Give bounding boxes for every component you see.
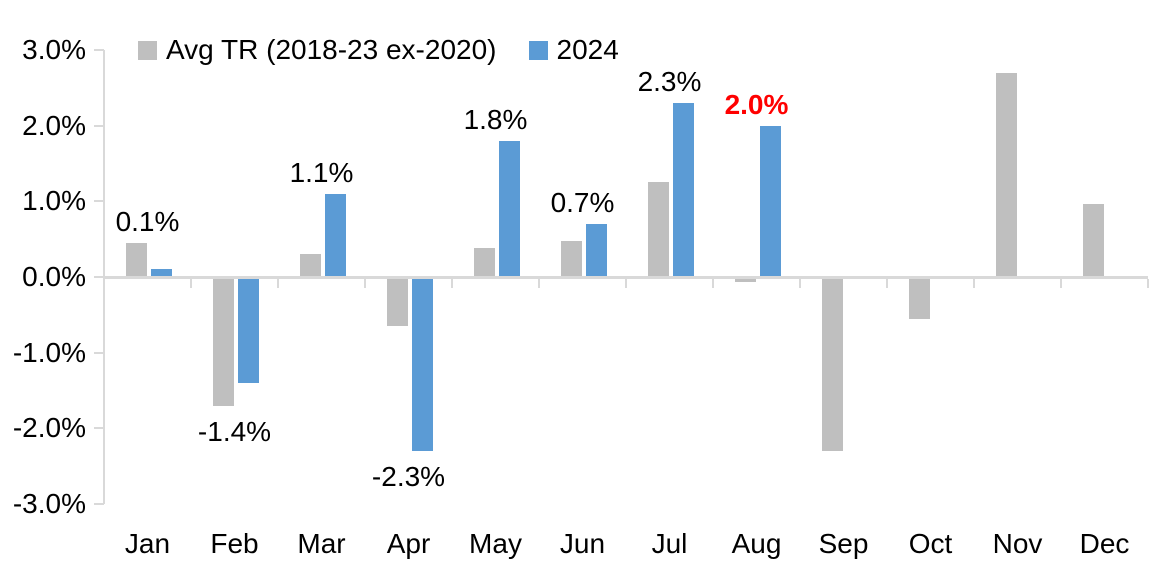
avg-tr-bar-sep bbox=[821, 277, 843, 452]
x-axis-tick bbox=[277, 279, 279, 288]
y-axis-tick-label: 2.0% bbox=[22, 109, 86, 141]
avg-tr-bar-jan bbox=[125, 242, 147, 277]
y-axis-tick bbox=[94, 48, 104, 51]
avg-tr-bar-mar bbox=[299, 254, 321, 277]
avg-tr-bar-nov bbox=[995, 72, 1017, 277]
bar-2024-aug bbox=[759, 125, 781, 277]
x-axis-label-apr: Apr bbox=[386, 528, 431, 559]
y-axis-tick bbox=[94, 427, 104, 430]
x-axis-tick bbox=[799, 279, 801, 288]
x-axis-tick bbox=[190, 279, 192, 288]
x-axis-label-jun: Jun bbox=[559, 528, 606, 559]
x-axis-label-feb: Feb bbox=[210, 528, 259, 559]
x-axis-label-nov: Nov bbox=[992, 528, 1043, 559]
y-axis-tick-label: 3.0% bbox=[22, 33, 86, 65]
x-axis-tick bbox=[712, 279, 714, 288]
data-label-mar: 1.1% bbox=[289, 156, 354, 188]
legend-label-2024: 2024 bbox=[556, 34, 619, 65]
avg-tr-bar-jul bbox=[647, 182, 669, 277]
y-axis-tick-label: 0.0% bbox=[22, 261, 86, 292]
x-axis-label-dec: Dec bbox=[1079, 528, 1130, 559]
legend-swatch-2024 bbox=[528, 40, 548, 60]
x-axis-tick bbox=[538, 279, 540, 288]
bar-2024-feb bbox=[237, 277, 259, 383]
x-axis-tick bbox=[886, 279, 888, 288]
x-axis-tick bbox=[364, 279, 366, 288]
x-axis-label-aug: Aug bbox=[731, 528, 782, 559]
zero-axis-line bbox=[104, 276, 1148, 279]
data-label-apr: -2.3% bbox=[371, 461, 446, 493]
x-axis-tick bbox=[625, 279, 627, 288]
x-axis-tick bbox=[1147, 279, 1149, 288]
avg-tr-bar-feb bbox=[212, 277, 234, 406]
y-axis-tick-label: 1.0% bbox=[22, 185, 86, 217]
y-axis-tick bbox=[94, 503, 104, 506]
bar-2024-apr bbox=[411, 277, 433, 452]
y-axis-tick-label: -1.0% bbox=[12, 336, 86, 368]
y-axis-tick bbox=[94, 351, 104, 354]
x-axis-label-mar: Mar bbox=[297, 528, 346, 559]
data-label-may: 1.8% bbox=[463, 103, 528, 135]
x-axis-label-sep: Sep bbox=[818, 528, 869, 559]
x-axis-tick bbox=[973, 279, 975, 288]
x-axis-tick bbox=[1060, 279, 1062, 288]
legend: Avg TR (2018-23 ex-2020) 2024 bbox=[138, 33, 619, 67]
bar-2024-jul bbox=[672, 102, 694, 277]
x-axis-tick bbox=[103, 279, 105, 288]
y-axis-tick bbox=[94, 276, 104, 278]
y-axis-tick bbox=[94, 124, 104, 127]
avg-tr-bar-dec bbox=[1082, 203, 1104, 277]
legend-label-avg-tr: Avg TR (2018-23 ex-2020) bbox=[166, 34, 497, 65]
x-axis-label-jul: Jul bbox=[651, 528, 688, 559]
bar-2024-may bbox=[498, 140, 520, 277]
data-label-jun: 0.7% bbox=[550, 187, 615, 218]
data-label-aug: 2.0% bbox=[724, 88, 789, 120]
x-axis-label-may: May bbox=[469, 528, 522, 559]
avg-tr-bar-may bbox=[473, 248, 495, 277]
x-axis-label-jan: Jan bbox=[124, 528, 171, 559]
bar-2024-mar bbox=[324, 193, 346, 277]
avg-tr-bar-aug bbox=[734, 277, 756, 283]
x-axis-tick bbox=[451, 279, 453, 288]
avg-tr-bar-jun bbox=[560, 241, 582, 277]
y-axis-tick-label: -3.0% bbox=[12, 488, 86, 520]
legend-swatch-avg-tr bbox=[138, 40, 157, 60]
data-label-feb: -1.4% bbox=[197, 415, 272, 447]
avg-tr-bar-oct bbox=[908, 277, 930, 319]
bar-2024-jun bbox=[585, 224, 607, 277]
avg-tr-bar-apr bbox=[386, 277, 408, 327]
data-label-jan: 0.1% bbox=[115, 205, 180, 237]
y-axis-tick-label: -2.0% bbox=[12, 412, 86, 444]
data-label-jul: 2.3% bbox=[637, 65, 702, 97]
bar-2024-jan bbox=[150, 269, 172, 277]
x-axis-label-oct: Oct bbox=[908, 528, 953, 559]
y-axis-tick bbox=[94, 200, 104, 203]
